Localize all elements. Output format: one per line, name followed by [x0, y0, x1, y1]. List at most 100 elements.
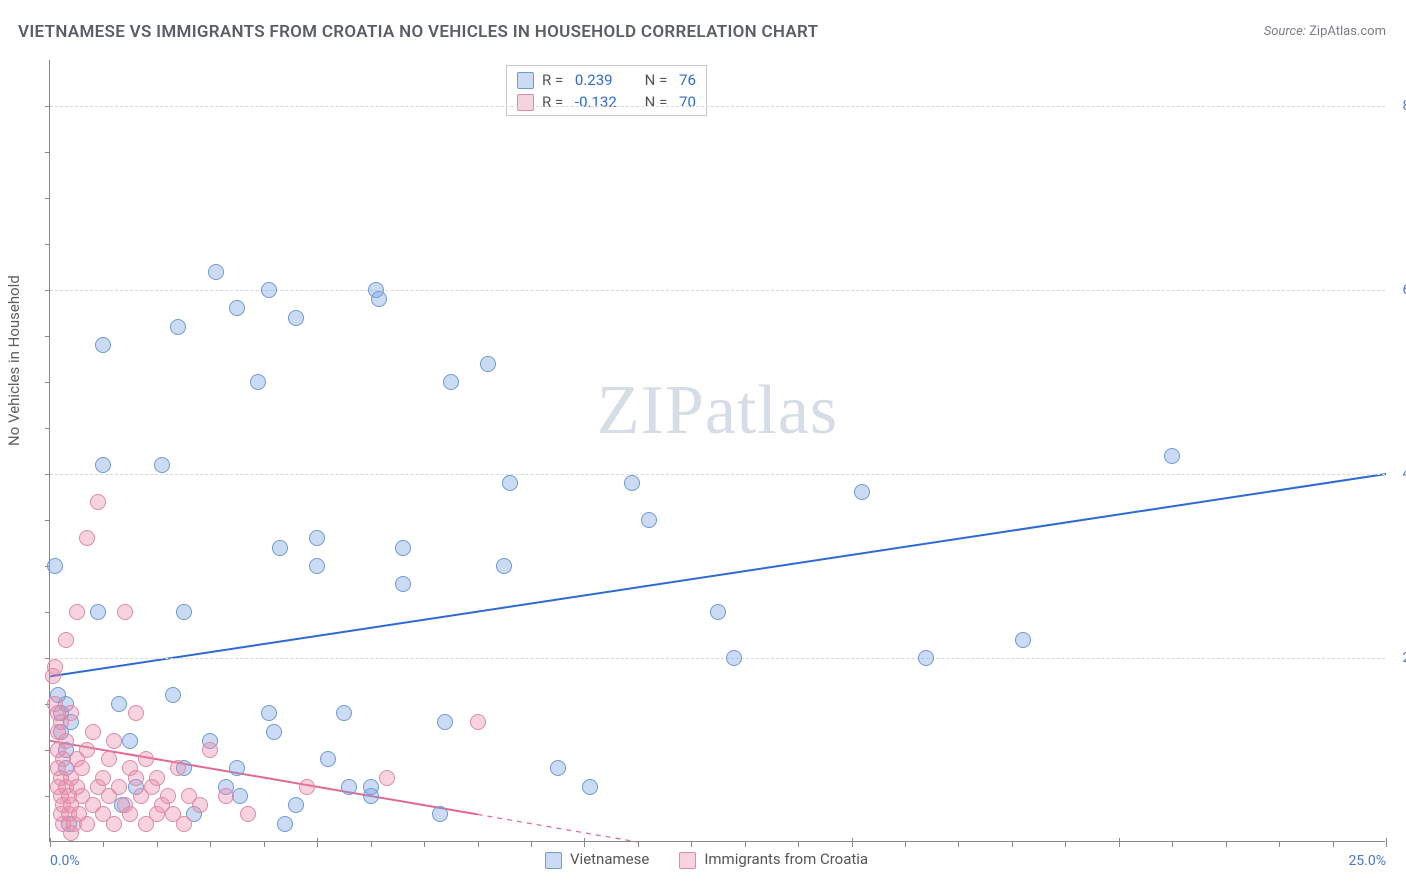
- stats-n-value: 70: [679, 91, 696, 113]
- scatter-point: [288, 310, 304, 326]
- scatter-point: [582, 779, 598, 795]
- scatter-point: [1015, 632, 1031, 648]
- y-tick: [45, 520, 50, 521]
- scatter-point: [496, 558, 512, 574]
- gridline: [50, 658, 1385, 659]
- stats-r-label: R =: [542, 69, 567, 91]
- scatter-point: [272, 540, 288, 556]
- x-tick: [371, 842, 372, 847]
- scatter-point: [192, 797, 208, 813]
- y-tick: [45, 106, 50, 107]
- scatter-point: [79, 742, 95, 758]
- scatter-point: [261, 282, 277, 298]
- scatter-point: [229, 760, 245, 776]
- trend-lines: [50, 60, 1386, 842]
- scatter-point: [363, 779, 379, 795]
- scatter-point: [309, 530, 325, 546]
- scatter-point: [117, 604, 133, 620]
- scatter-point: [160, 788, 176, 804]
- scatter-point: [277, 816, 293, 832]
- scatter-point: [58, 632, 74, 648]
- scatter-point: [379, 770, 395, 786]
- source-label: Source:: [1264, 24, 1306, 39]
- scatter-point: [624, 475, 640, 491]
- scatter-point: [47, 659, 63, 675]
- scatter-point: [74, 760, 90, 776]
- gridline: [50, 474, 1385, 475]
- y-tick: [45, 152, 50, 153]
- gridline: [50, 106, 1385, 107]
- scatter-point: [90, 604, 106, 620]
- y-tick-label: 60.0%: [1390, 282, 1406, 298]
- x-tick: [691, 842, 692, 847]
- y-tick-label: 80.0%: [1390, 98, 1406, 114]
- legend-item: Vietnamese: [545, 850, 649, 869]
- y-tick: [45, 796, 50, 797]
- scatter-point: [550, 760, 566, 776]
- scatter-point: [63, 705, 79, 721]
- x-tick: [1226, 842, 1227, 847]
- scatter-point: [149, 770, 165, 786]
- scatter-point: [128, 770, 144, 786]
- scatter-point: [111, 779, 127, 795]
- x-tick-label: 0.0%: [50, 853, 80, 869]
- scatter-point: [250, 374, 266, 390]
- x-tick: [50, 838, 51, 847]
- source-value: ZipAtlas.com: [1309, 24, 1386, 39]
- stats-n-value: 76: [679, 69, 696, 91]
- x-tick: [905, 842, 906, 847]
- scatter-point: [170, 760, 186, 776]
- x-tick: [1333, 842, 1334, 847]
- scatter-point: [437, 714, 453, 730]
- y-tick-label: 20.0%: [1390, 650, 1406, 666]
- scatter-point: [395, 540, 411, 556]
- scatter-point: [288, 797, 304, 813]
- scatter-point: [726, 650, 742, 666]
- scatter-point: [480, 356, 496, 372]
- x-tick: [1012, 842, 1013, 847]
- scatter-point: [432, 806, 448, 822]
- scatter-point: [341, 779, 357, 795]
- y-tick: [45, 474, 50, 475]
- legend-label: Vietnamese: [570, 850, 649, 868]
- legend-swatch: [517, 72, 534, 89]
- x-tick: [745, 842, 746, 847]
- scatter-point: [106, 816, 122, 832]
- scatter-point: [79, 816, 95, 832]
- scatter-point: [229, 300, 245, 316]
- y-tick: [45, 428, 50, 429]
- x-tick: [478, 842, 479, 847]
- x-tick: [1279, 842, 1280, 847]
- x-tick: [798, 842, 799, 847]
- scatter-point: [918, 650, 934, 666]
- x-tick: [531, 842, 532, 847]
- scatter-point: [218, 788, 234, 804]
- scatter-point: [111, 696, 127, 712]
- legend-item: Immigrants from Croatia: [679, 850, 868, 869]
- scatter-point: [90, 494, 106, 510]
- correlation-stats-box: R = 0.239 N = 76R = -0.132 N = 70: [506, 65, 707, 116]
- x-tick: [210, 842, 211, 847]
- scatter-point: [79, 530, 95, 546]
- source-attribution: Source: ZipAtlas.com: [1264, 24, 1386, 39]
- plot-area: ZIPatlas R = 0.239 N = 76R = -0.132 N = …: [49, 60, 1385, 842]
- scatter-point: [336, 705, 352, 721]
- legend-swatch: [545, 852, 562, 869]
- x-tick: [1119, 838, 1120, 847]
- x-tick: [638, 842, 639, 847]
- watermark: ZIPatlas: [597, 371, 838, 451]
- y-tick: [45, 612, 50, 613]
- scatter-point: [128, 705, 144, 721]
- scatter-point: [320, 751, 336, 767]
- y-tick: [45, 382, 50, 383]
- scatter-point: [122, 806, 138, 822]
- scatter-point: [261, 705, 277, 721]
- x-tick: [317, 838, 318, 847]
- stats-row: R = 0.239 N = 76: [517, 69, 696, 91]
- scatter-point: [240, 806, 256, 822]
- scatter-point: [202, 742, 218, 758]
- scatter-point: [69, 604, 85, 620]
- x-tick: [1386, 838, 1387, 847]
- stats-r-label: R =: [542, 91, 567, 113]
- y-tick: [45, 336, 50, 337]
